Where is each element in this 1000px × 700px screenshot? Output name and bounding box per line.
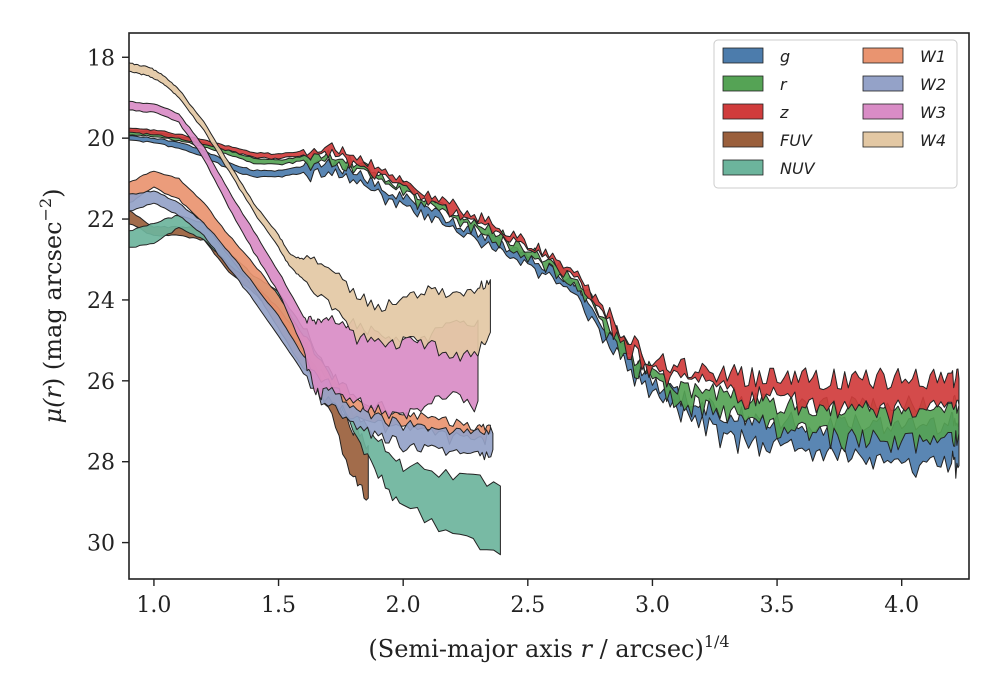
legend-swatch-w1	[862, 47, 904, 64]
y-axis-label: μ(r) (mag arcsec−2)	[36, 188, 67, 423]
band-w4	[129, 62, 491, 362]
legend-swatch-w4	[862, 131, 904, 148]
x-axis: 1.0 1.5 2.0 2.5 3.0 3.5 4.0	[136, 579, 919, 618]
x-tick-label: 3.0	[635, 593, 670, 618]
legend-swatch-nuv	[722, 159, 764, 176]
legend-swatch-g	[722, 47, 764, 64]
y-tick-label: 22	[87, 208, 115, 233]
y-tick-label: 18	[87, 46, 115, 71]
legend-swatch-r	[722, 75, 764, 92]
legend-swatch-fuv	[722, 131, 764, 148]
legend-label-w1: W1	[920, 47, 946, 66]
legend: grz FUV NUV W1 W2 W3 W4	[713, 39, 958, 189]
x-tick-label: 1.5	[261, 593, 296, 618]
legend-label-w3: W3	[920, 103, 946, 122]
legend-swatch-w2	[862, 75, 904, 92]
band-z	[129, 127, 960, 427]
x-axis-label: (Semi-major axis r / arcsec)1/4	[368, 632, 729, 663]
plot-frame	[128, 32, 970, 580]
x-tick-label: 1.0	[136, 593, 171, 618]
series-layer	[129, 62, 960, 556]
legend-label-r: r	[780, 75, 788, 94]
legend-swatch-z	[722, 103, 764, 120]
y-tick-label: 26	[87, 370, 115, 395]
x-tick-label: 2.5	[510, 593, 545, 618]
legend-label-w2: W2	[920, 75, 946, 94]
legend-swatch-w3	[862, 103, 904, 120]
band-g	[129, 135, 960, 479]
y-tick-label: 24	[87, 289, 115, 314]
legend-label-w4: W4	[920, 131, 946, 150]
band-w2	[129, 190, 494, 461]
y-tick-label: 30	[87, 532, 115, 557]
x-tick-label: 4.0	[884, 593, 919, 618]
legend-label-fuv: FUV	[780, 131, 813, 150]
legend-label-z: z	[779, 103, 789, 122]
legend-label-g: g	[780, 47, 790, 66]
x-tick-label: 3.5	[760, 593, 795, 618]
x-tick-label: 2.0	[386, 593, 421, 618]
y-axis: 18 20 22 24 26 28 30	[87, 46, 129, 557]
y-tick-label: 28	[87, 451, 115, 476]
y-tick-label: 20	[87, 127, 115, 152]
legend-label-nuv: NUV	[780, 159, 816, 178]
